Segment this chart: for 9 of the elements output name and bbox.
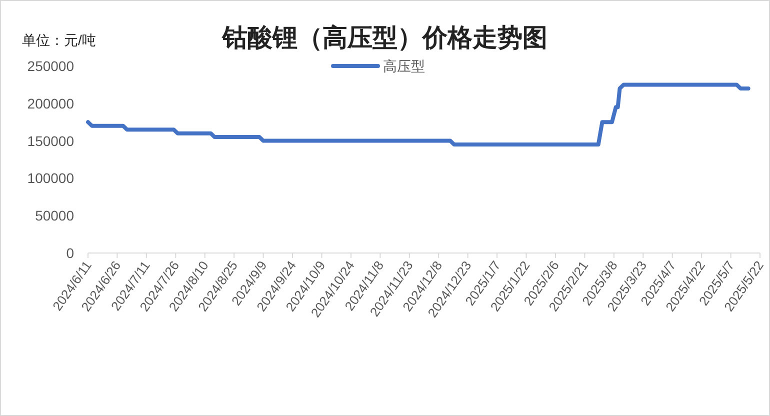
y-tick-label: 50000 [35,208,74,224]
chart-title: 钴酸锂（高压型）价格走势图 [222,23,548,52]
y-tick-label: 100000 [27,170,74,186]
y-tick-label: 150000 [27,132,74,149]
text: 单位：元/吨 [22,32,96,48]
y-tick-label: 200000 [27,95,74,112]
legend-label: 高压型 [383,58,425,74]
y-tick-label: 0 [66,245,74,261]
y-tick-label: 250000 [27,58,74,74]
